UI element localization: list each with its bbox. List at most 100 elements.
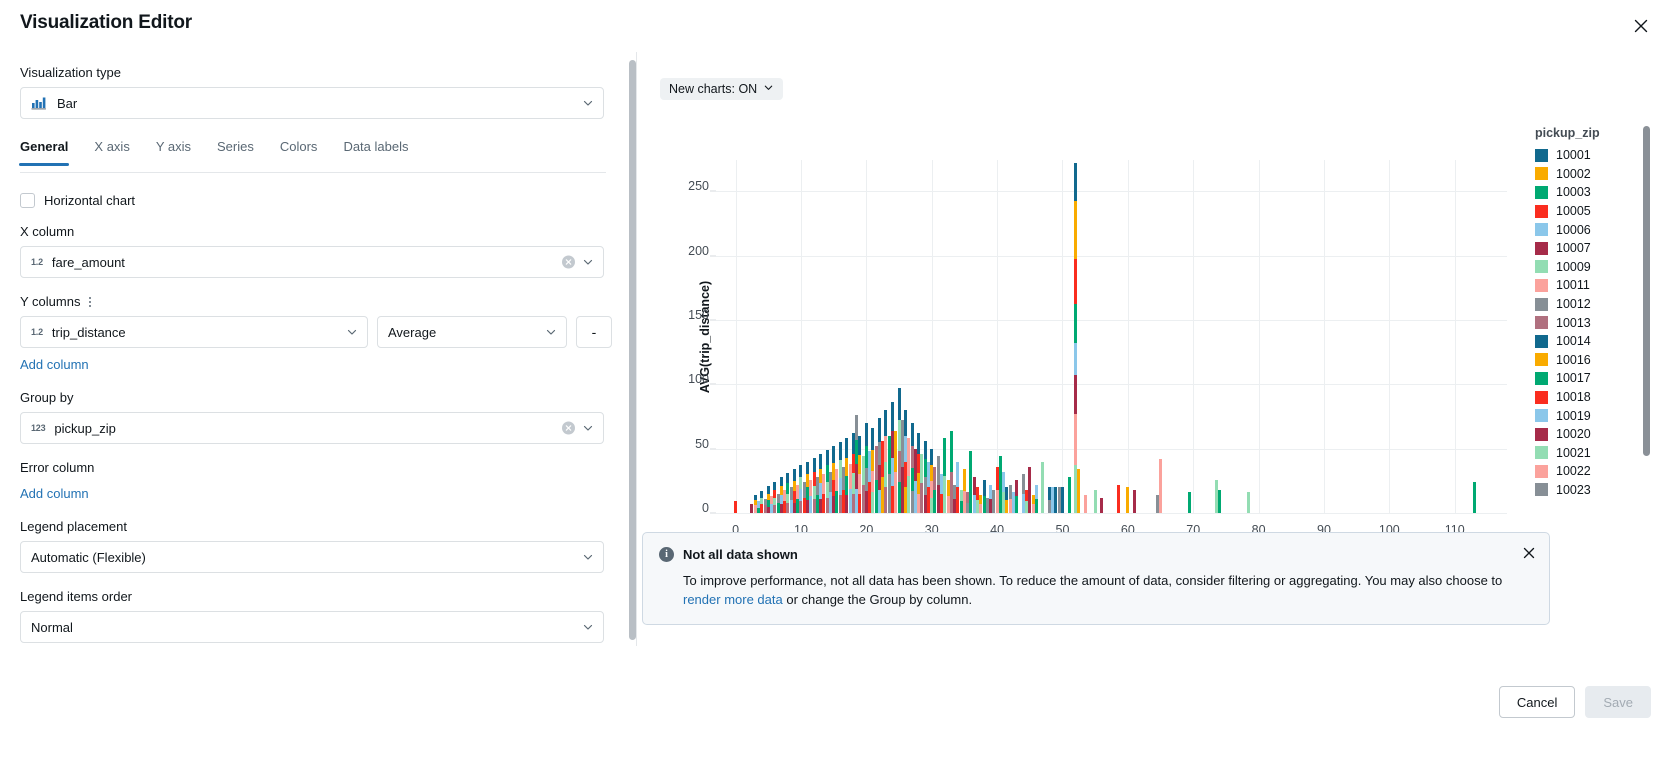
bar[interactable] [1155,494,1159,513]
bar[interactable] [894,430,898,513]
legend-scrollbar[interactable] [1643,126,1650,456]
bar[interactable] [848,464,852,513]
legend-item[interactable]: 10001 [1535,146,1635,165]
bar[interactable] [789,487,793,513]
bar[interactable] [1077,469,1081,513]
bar[interactable] [904,410,908,513]
cancel-button[interactable]: Cancel [1498,686,1576,718]
bar[interactable] [920,453,924,513]
horizontal-chart-checkbox[interactable] [20,193,35,208]
bar[interactable] [796,484,800,513]
group-by-select[interactable]: 123 pickup_zip [20,412,604,444]
legend-placement-select[interactable]: Automatic (Flexible) [20,541,604,573]
tab-data-labels[interactable]: Data labels [343,139,409,154]
bar[interactable] [792,469,796,513]
bar[interactable] [1011,492,1015,513]
bar[interactable] [783,489,787,513]
bar[interactable] [946,479,950,513]
legend-item[interactable]: 10023 [1535,481,1635,500]
settings-panel-scrollbar[interactable] [629,60,636,640]
bar[interactable] [923,440,927,513]
tab-series[interactable]: Series [217,139,254,154]
bar[interactable] [756,501,760,513]
bar[interactable] [1002,471,1006,513]
bar[interactable] [815,476,819,513]
bar[interactable] [930,448,934,513]
bar[interactable] [763,498,767,513]
bar[interactable] [1100,497,1104,513]
bar[interactable] [868,451,872,513]
legend-item[interactable]: 10003 [1535,183,1635,202]
bar[interactable] [953,484,957,513]
legend-item[interactable]: 10017 [1535,369,1635,388]
legend-item[interactable]: 10016 [1535,351,1635,370]
bar[interactable] [884,410,888,513]
legend-item[interactable]: 10018 [1535,388,1635,407]
bar[interactable] [979,494,983,513]
bar[interactable] [897,388,901,513]
bar[interactable] [877,417,881,513]
bar[interactable] [835,469,839,513]
bar[interactable] [802,482,806,513]
tab-x-axis[interactable]: X axis [94,139,130,154]
clear-icon[interactable] [562,421,575,435]
tab-y-axis[interactable]: Y axis [155,139,191,154]
bar[interactable] [992,489,996,513]
add-error-column-link[interactable]: Add column [20,486,89,501]
bar[interactable] [1083,494,1087,513]
y-column-select[interactable]: 1.2 trip_distance [20,316,368,348]
legend-items-order-select[interactable]: Normal [20,611,604,643]
bar[interactable] [861,456,865,513]
bar[interactable] [838,442,842,513]
bar[interactable] [855,415,859,513]
legend-item[interactable]: 10005 [1535,202,1635,221]
legend-item[interactable]: 10011 [1535,276,1635,295]
bar[interactable] [845,438,849,513]
bar[interactable] [1054,487,1058,513]
y-aggregation-select[interactable]: Average [377,316,567,348]
bar[interactable] [825,449,829,513]
bar[interactable] [770,496,774,513]
bar[interactable] [1067,476,1071,513]
bar[interactable] [858,435,862,513]
bar[interactable] [734,501,738,513]
legend-item[interactable]: 10014 [1535,332,1635,351]
legend-item[interactable]: 10002 [1535,165,1635,184]
bar[interactable] [1093,489,1097,513]
bar[interactable] [786,473,790,513]
close-icon[interactable] [1520,544,1538,562]
bar[interactable] [910,422,914,513]
bar[interactable] [841,466,845,513]
bar[interactable] [766,485,770,513]
bar[interactable] [985,497,989,513]
bar[interactable] [828,471,832,513]
bar[interactable] [900,420,904,513]
bar[interactable] [959,489,963,513]
bar[interactable] [773,482,777,513]
bar[interactable] [1015,479,1019,513]
bar[interactable] [1025,489,1029,513]
new-charts-toggle[interactable]: New charts: ON [660,78,784,100]
bar[interactable] [891,402,894,513]
bar[interactable] [822,474,826,513]
bar[interactable] [871,428,875,513]
bar[interactable] [1034,484,1038,513]
bar[interactable] [819,453,823,513]
legend-item[interactable]: 10022 [1535,462,1635,481]
legend-item[interactable]: 10021 [1535,444,1635,463]
bar[interactable] [995,466,999,513]
add-y-column-link[interactable]: Add column [20,357,89,372]
bar[interactable] [887,435,891,513]
bar[interactable] [832,446,836,513]
legend-item[interactable]: 10006 [1535,220,1635,239]
bar[interactable] [998,456,1002,513]
bar[interactable] [881,440,885,513]
bar[interactable] [969,451,973,513]
legend-item[interactable]: 10007 [1535,239,1635,258]
legend-item[interactable]: 10013 [1535,313,1635,332]
bar[interactable] [1041,461,1045,513]
bar[interactable] [1021,474,1025,513]
bar[interactable] [1132,489,1136,513]
bar[interactable] [1057,487,1061,513]
bar[interactable] [809,479,813,513]
